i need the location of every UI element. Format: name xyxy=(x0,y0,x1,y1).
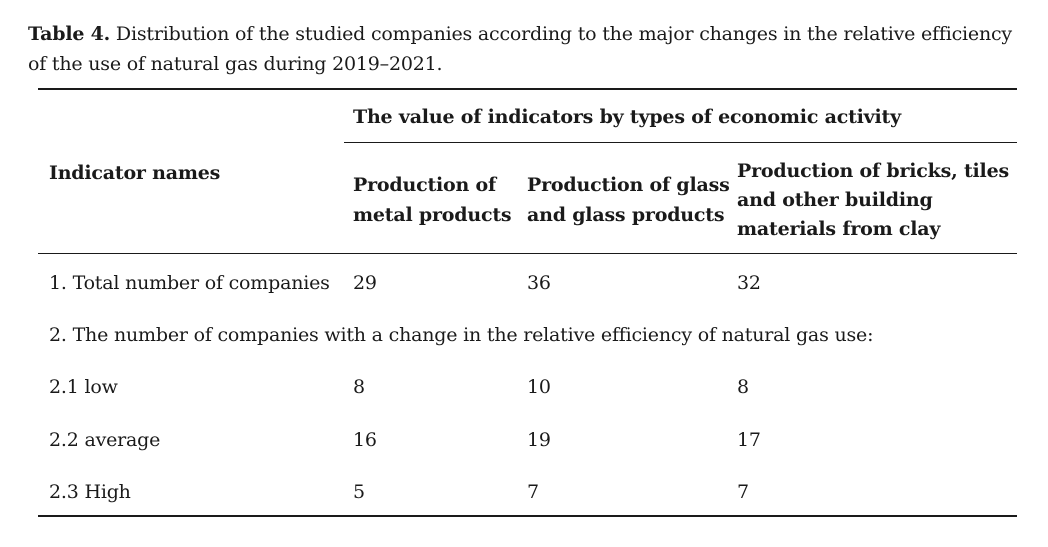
cell-average-bricks: 17 xyxy=(737,429,761,451)
cell-total-bricks: 32 xyxy=(737,272,761,294)
caption-label: Table 4. xyxy=(28,23,111,45)
column-header-glass-line-2: and glass products xyxy=(527,204,725,226)
cell-average-metal: 16 xyxy=(353,429,377,451)
cell-total-glass: 36 xyxy=(527,272,551,294)
group-header: The value of indicators by types of econ… xyxy=(353,106,901,128)
table-bottom-rule xyxy=(38,515,1017,517)
group-header-rule xyxy=(344,142,1017,143)
column-header-metal-line-2: metal products xyxy=(353,204,512,226)
row-label-total: 1. Total number of companies xyxy=(49,272,330,294)
column-header-glass-line-1: Production of glass xyxy=(527,174,730,196)
column-header-bricks-line-1: Production of bricks, tiles xyxy=(737,160,1009,182)
cell-high-metal: 5 xyxy=(353,481,365,503)
column-header-bricks-line-3: materials from clay xyxy=(737,218,941,240)
table-caption: Table 4. Distribution of the studied com… xyxy=(28,19,1028,79)
cell-low-bricks: 8 xyxy=(737,376,749,398)
column-header-bricks-line-2: and other building xyxy=(737,189,933,211)
cell-low-glass: 10 xyxy=(527,376,551,398)
row-label-high: 2.3 High xyxy=(49,481,131,503)
row-label-average: 2.2 average xyxy=(49,429,161,451)
column-header-metal-line-1: Production of xyxy=(353,174,496,196)
cell-high-glass: 7 xyxy=(527,481,539,503)
table-top-rule xyxy=(38,88,1017,90)
section-row-label: 2. The number of companies with a change… xyxy=(49,324,874,346)
cell-total-metal: 29 xyxy=(353,272,377,294)
cell-average-glass: 19 xyxy=(527,429,551,451)
cell-high-bricks: 7 xyxy=(737,481,749,503)
row-label-low: 2.1 low xyxy=(49,376,118,398)
header-bottom-rule xyxy=(38,253,1017,254)
indicator-names-header: Indicator names xyxy=(49,162,221,184)
cell-low-metal: 8 xyxy=(353,376,365,398)
caption-text: Distribution of the studied companies ac… xyxy=(28,23,1012,75)
